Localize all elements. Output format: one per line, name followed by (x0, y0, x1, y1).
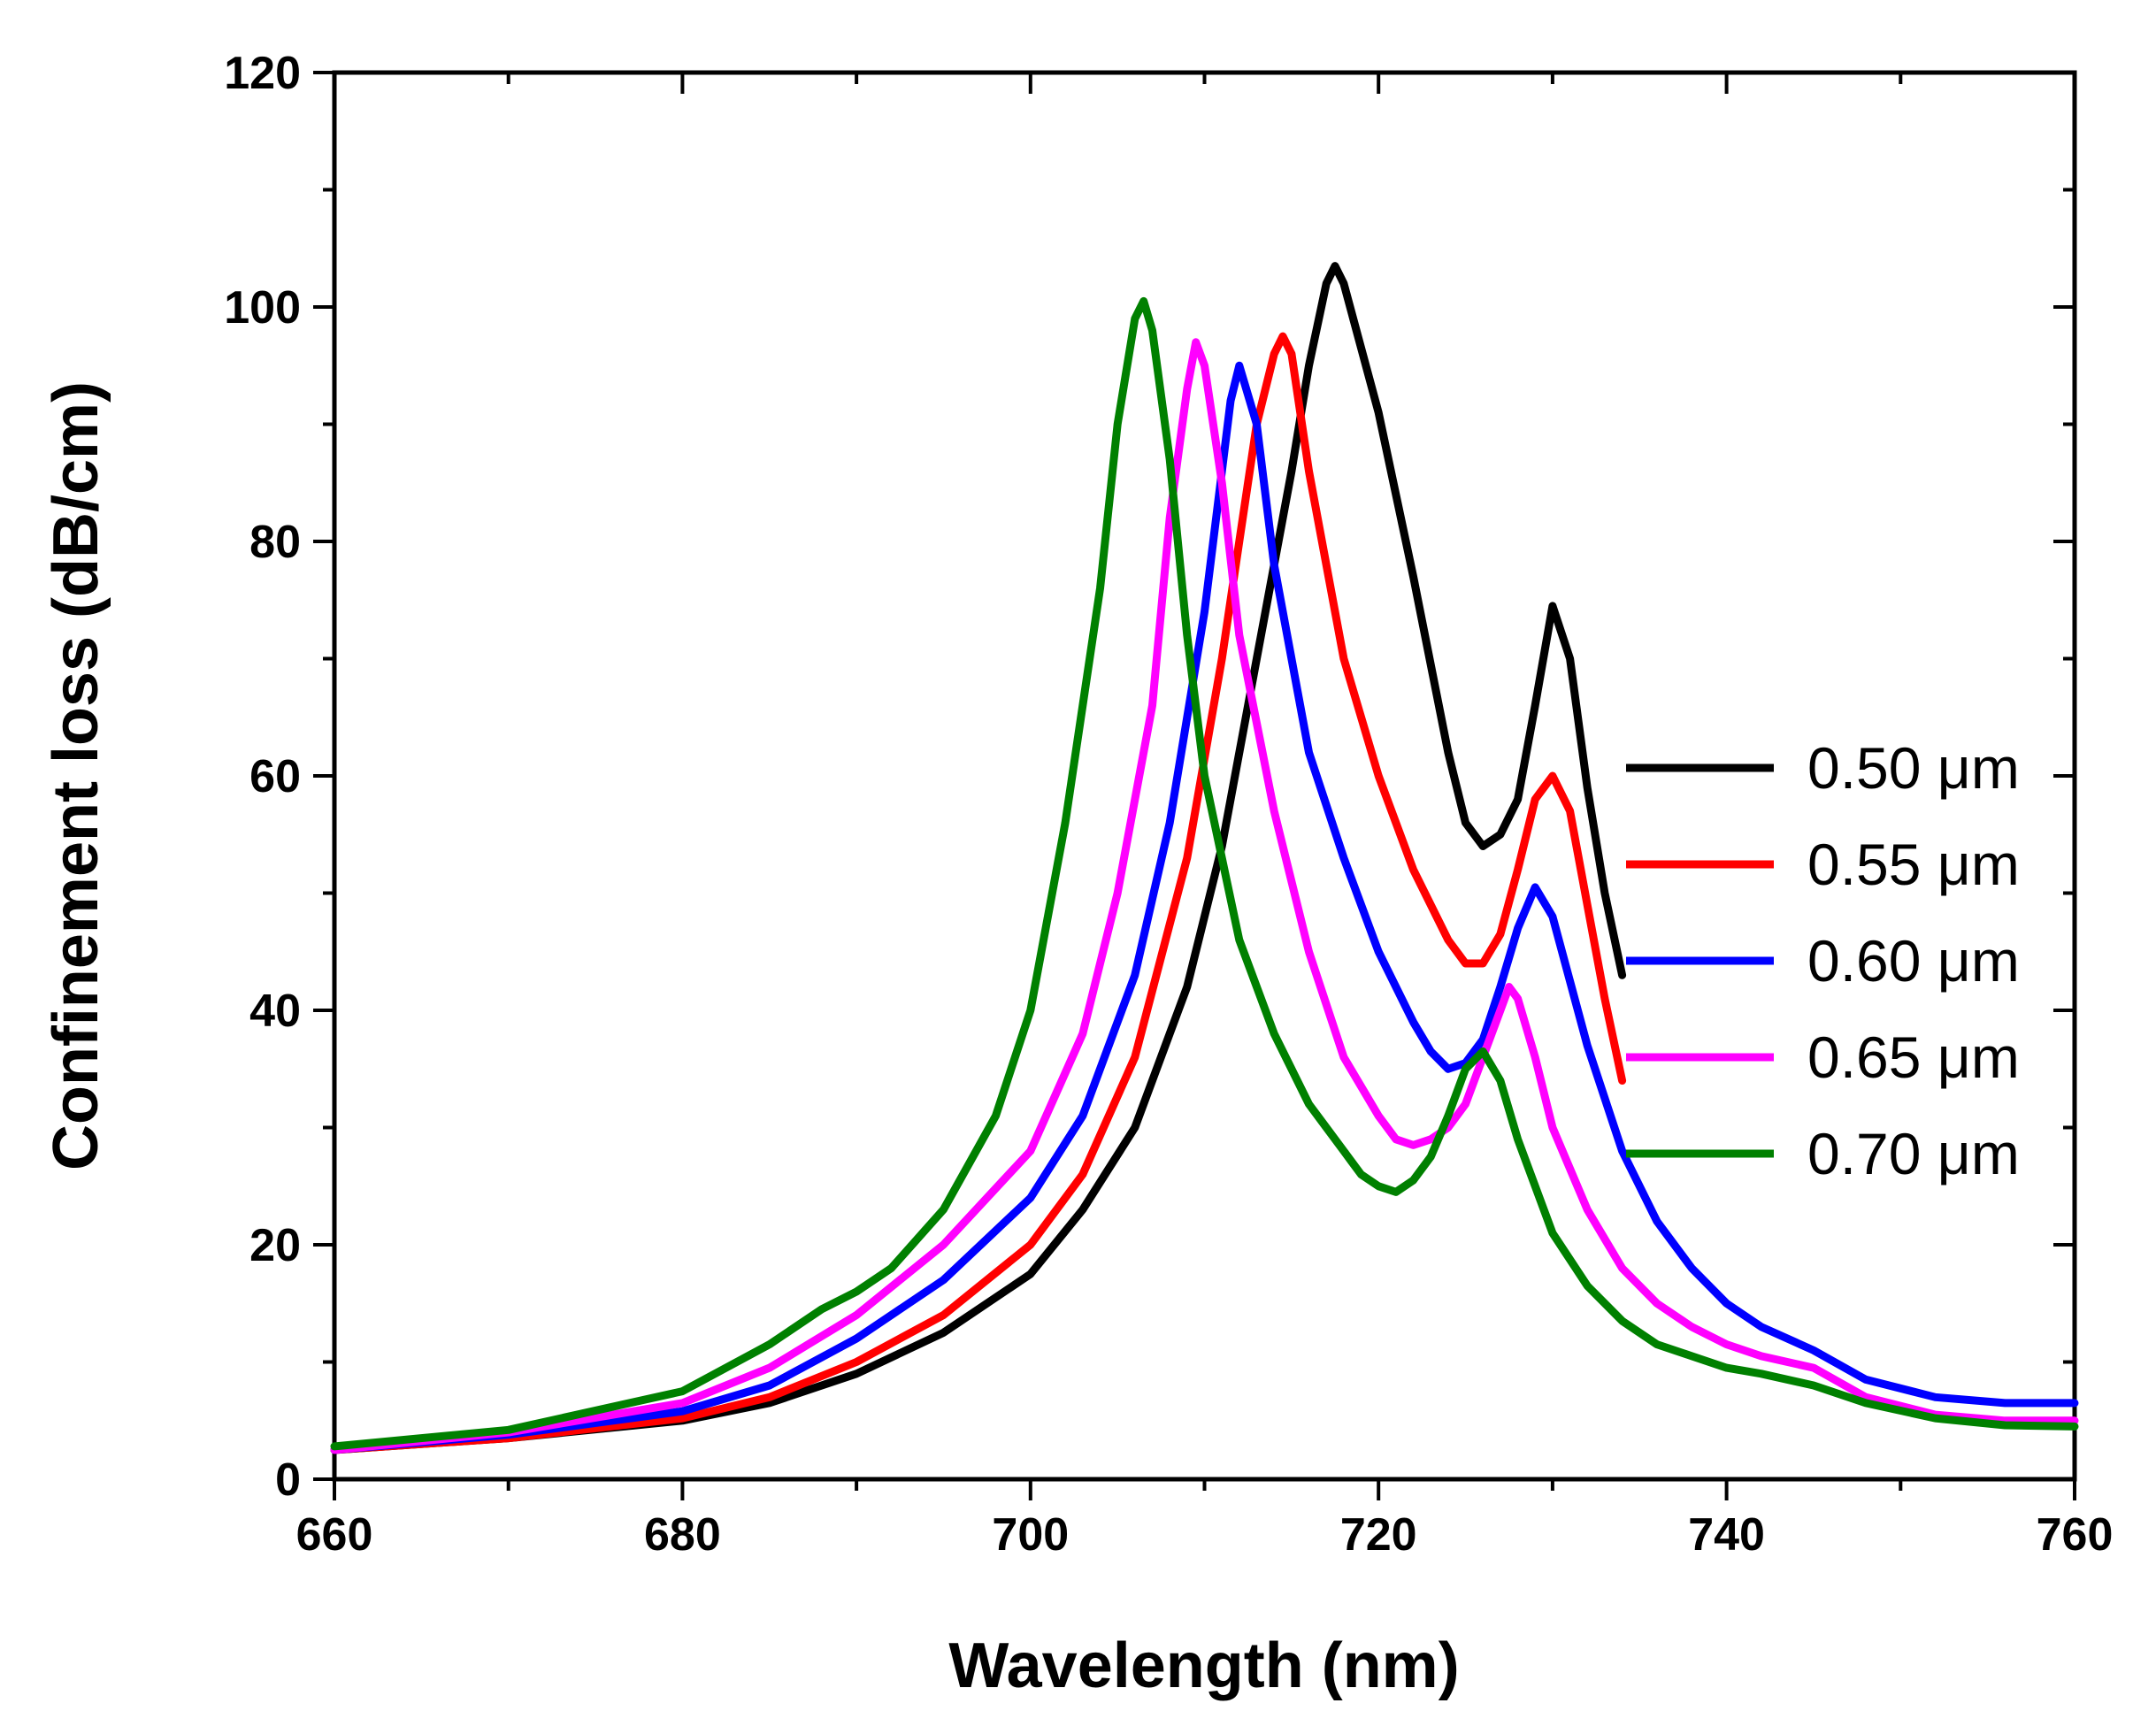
legend-label: 0.65 μm (1807, 1024, 2020, 1090)
y-tick-label: 120 (224, 48, 301, 99)
x-tick-label: 760 (2037, 1509, 2114, 1561)
legend-label: 0.70 μm (1807, 1121, 2020, 1186)
y-tick-label: 100 (224, 282, 301, 334)
legend-label: 0.50 μm (1807, 735, 2020, 801)
y-tick-label: 40 (249, 986, 301, 1037)
x-tick-label: 700 (992, 1509, 1069, 1561)
axis-ticks (313, 71, 2076, 1500)
x-tick-label: 740 (1688, 1509, 1765, 1561)
series-layer (330, 262, 2079, 1454)
x-axis-title: Wavelength (nm) (948, 1630, 1459, 1701)
y-tick-label: 0 (275, 1454, 301, 1506)
axis-tick-labels: 660 680 700 720 740 760 0 20 40 60 80 100 120 (224, 48, 2113, 1561)
series-line (330, 332, 1627, 1454)
legend-label: 0.60 μm (1807, 928, 2020, 994)
series-line (330, 338, 2079, 1454)
x-tick-label: 680 (644, 1509, 721, 1561)
y-axis-title: Confinement loss (dB/cm) (41, 381, 111, 1170)
y-tick-label: 80 (249, 517, 301, 568)
y-tick-label: 20 (249, 1220, 301, 1271)
x-tick-label: 660 (296, 1509, 373, 1561)
series-line (330, 262, 1627, 1454)
legend-label: 0.55 μm (1807, 832, 2020, 897)
y-tick-label: 60 (249, 751, 301, 802)
legend: 0.50 μm 0.55 μm 0.60 μm 0.65 μm 0.70 μm (1626, 735, 2020, 1186)
series-line (330, 296, 2079, 1451)
x-tick-label: 720 (1340, 1509, 1417, 1561)
series-line (330, 361, 2079, 1454)
